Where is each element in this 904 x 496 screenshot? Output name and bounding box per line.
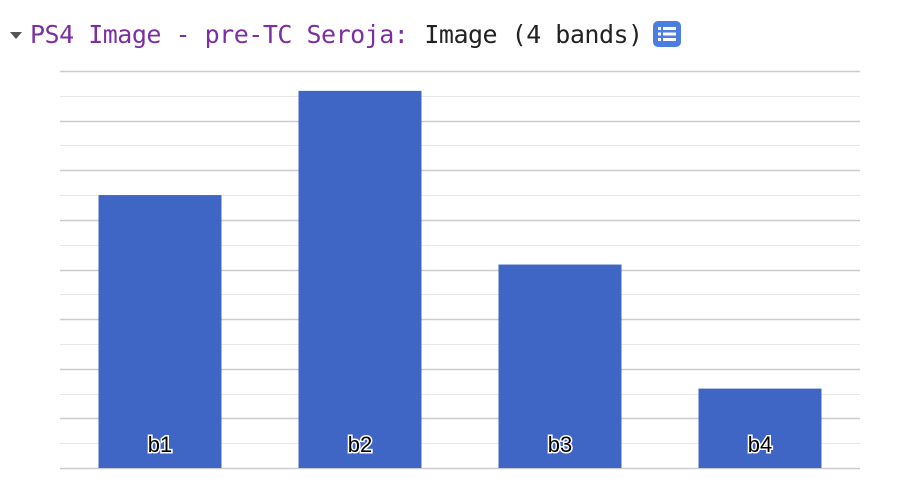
layer-type-label: Image (4 bands) bbox=[424, 19, 643, 49]
bar-label-b3: b3 bbox=[548, 432, 572, 457]
bar-b2[interactable] bbox=[298, 90, 422, 468]
bar-b4[interactable] bbox=[698, 388, 822, 468]
bars bbox=[98, 90, 822, 468]
bar-label-b2: b2 bbox=[348, 432, 372, 457]
bar-label-b4: b4 bbox=[748, 432, 772, 457]
bar-label-b1: b1 bbox=[148, 432, 172, 457]
layer-title: PS4 Image - pre-TC Seroja: bbox=[30, 19, 409, 49]
bar-labels: b1 b2 b3 b4 bbox=[146, 431, 773, 459]
caret-down-icon[interactable] bbox=[10, 31, 22, 39]
layer-header: PS4 Image - pre-TC Seroja: Image (4 band… bbox=[10, 14, 681, 54]
list-icon[interactable] bbox=[652, 21, 681, 47]
bar-b1[interactable] bbox=[98, 195, 222, 468]
bar-b3[interactable] bbox=[498, 264, 622, 468]
